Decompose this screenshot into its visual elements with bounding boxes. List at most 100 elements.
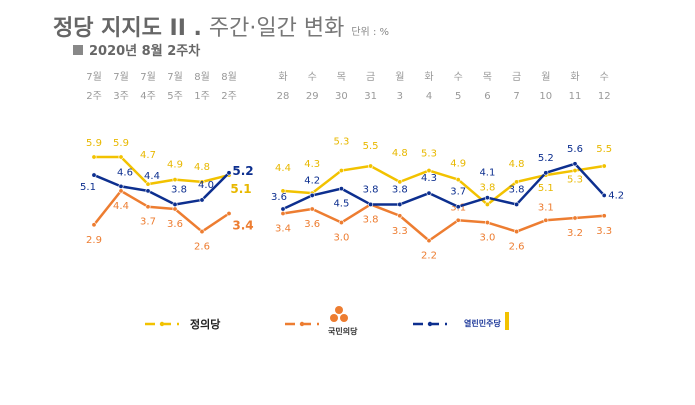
- x-tick-top: 7월: [140, 71, 156, 83]
- legend-label-open-democratic: 열린민주당: [464, 319, 501, 328]
- data-label: 3.6: [167, 219, 183, 230]
- title-light: 주간·일간 변화: [208, 16, 345, 41]
- data-label: 2.6: [509, 242, 525, 253]
- data-label: 5.9: [113, 138, 129, 149]
- x-tick-top: 목: [337, 71, 346, 83]
- data-point: [572, 215, 578, 221]
- data-label: 4.8: [194, 162, 210, 173]
- data-label: 4.9: [450, 159, 466, 170]
- x-tick-label: 31: [364, 91, 377, 102]
- x-tick-label: 7: [513, 91, 519, 102]
- data-label: 4.2: [304, 175, 320, 186]
- data-point: [172, 177, 178, 183]
- x-tick-label: 28: [277, 91, 290, 102]
- x-tick-top: 7월: [167, 71, 183, 83]
- data-point: [514, 201, 520, 207]
- data-label: 3.8: [363, 184, 379, 195]
- data-label: 4.2: [608, 190, 624, 201]
- data-label: 2.6: [194, 242, 210, 253]
- data-point: [172, 201, 178, 207]
- peoples-party-logo-icon: [340, 314, 348, 322]
- data-label: 5.6: [567, 144, 583, 155]
- data-point: [455, 177, 461, 183]
- data-point: [543, 217, 549, 223]
- data-label: 5.2: [538, 153, 554, 164]
- x-tick-label: 11: [569, 91, 582, 102]
- data-label: 5.5: [596, 144, 612, 155]
- x-tick-label: 3주: [113, 91, 129, 102]
- data-point: [397, 201, 403, 207]
- series-line: [282, 164, 605, 206]
- data-point: [601, 213, 607, 219]
- data-point: [199, 229, 205, 235]
- data-point: [514, 229, 520, 235]
- subtitle: 2020년 8월 2주차: [73, 40, 200, 59]
- x-tick-top: 수: [600, 71, 609, 83]
- data-point: [309, 206, 315, 212]
- data-label: 3.8: [363, 214, 379, 225]
- data-label: 2.2: [421, 251, 437, 262]
- legend-label-peoples: 국민의당: [328, 327, 358, 336]
- x-tick-label: 10: [539, 91, 552, 102]
- data-label: 4.8: [392, 148, 408, 159]
- peoples-party-logo-icon: [330, 314, 338, 322]
- data-point: [397, 179, 403, 185]
- data-label: 3.8: [392, 184, 408, 195]
- legend-marker: [299, 321, 305, 327]
- x-tick-top: 월: [395, 71, 404, 83]
- x-tick-label: 30: [335, 91, 348, 102]
- data-label: 3.1: [538, 202, 554, 213]
- data-label: 4.3: [421, 173, 437, 184]
- data-point: [338, 220, 344, 226]
- x-tick-label: 4: [426, 91, 432, 102]
- data-point: [338, 186, 344, 192]
- data-label: 3.8: [171, 184, 187, 195]
- data-label: 3.6: [271, 192, 287, 203]
- x-tick-top: 화: [570, 71, 579, 83]
- data-point: [91, 172, 97, 178]
- data-label: 3.0: [479, 233, 495, 244]
- data-label: 4.8: [509, 159, 525, 170]
- data-label: 5.2: [232, 164, 253, 178]
- data-point: [426, 238, 432, 244]
- data-label: 3.7: [450, 187, 466, 198]
- data-label: 5.1: [230, 182, 251, 196]
- data-point: [426, 168, 432, 174]
- x-tick-top: 수: [454, 71, 463, 83]
- data-label: 5.3: [333, 137, 349, 148]
- data-label: 4.3: [304, 159, 320, 170]
- x-tick-top: 8월: [221, 71, 237, 83]
- legend-label-justice: 정의당: [190, 318, 221, 331]
- data-label: 4.4: [275, 163, 291, 174]
- data-label: 4.4: [113, 201, 129, 212]
- data-point: [338, 168, 344, 174]
- data-point: [309, 192, 315, 198]
- data-label: 4.0: [198, 180, 214, 191]
- x-tick-label: 12: [598, 91, 611, 102]
- x-tick-top: 목: [483, 71, 492, 83]
- x-tick-label: 4주: [140, 91, 156, 102]
- data-point: [226, 211, 232, 217]
- x-tick-top: 화: [278, 71, 287, 83]
- data-label: 3.3: [392, 226, 408, 237]
- data-point: [280, 211, 286, 217]
- unit-label: 단위 : %: [351, 27, 389, 38]
- x-tick-label: 1주: [194, 91, 210, 102]
- data-label: 5.1: [538, 183, 554, 194]
- subtitle-text: 2020년 8월 2주차: [89, 44, 201, 59]
- data-point: [514, 179, 520, 185]
- data-point: [484, 220, 490, 226]
- x-tick-label: 6: [484, 91, 490, 102]
- data-label: 4.6: [117, 167, 133, 178]
- data-point: [280, 206, 286, 212]
- title-bold: 정당 지지도 II .: [53, 16, 202, 41]
- square-bullet-icon: [73, 45, 83, 55]
- legend-marker: [427, 321, 433, 327]
- data-point: [172, 206, 178, 212]
- x-tick-label: 5주: [167, 91, 183, 102]
- series-line: [282, 162, 606, 211]
- data-label: 3.6: [304, 219, 320, 230]
- data-point: [543, 170, 549, 176]
- data-label: 4.1: [479, 168, 495, 179]
- series-line: [282, 203, 605, 242]
